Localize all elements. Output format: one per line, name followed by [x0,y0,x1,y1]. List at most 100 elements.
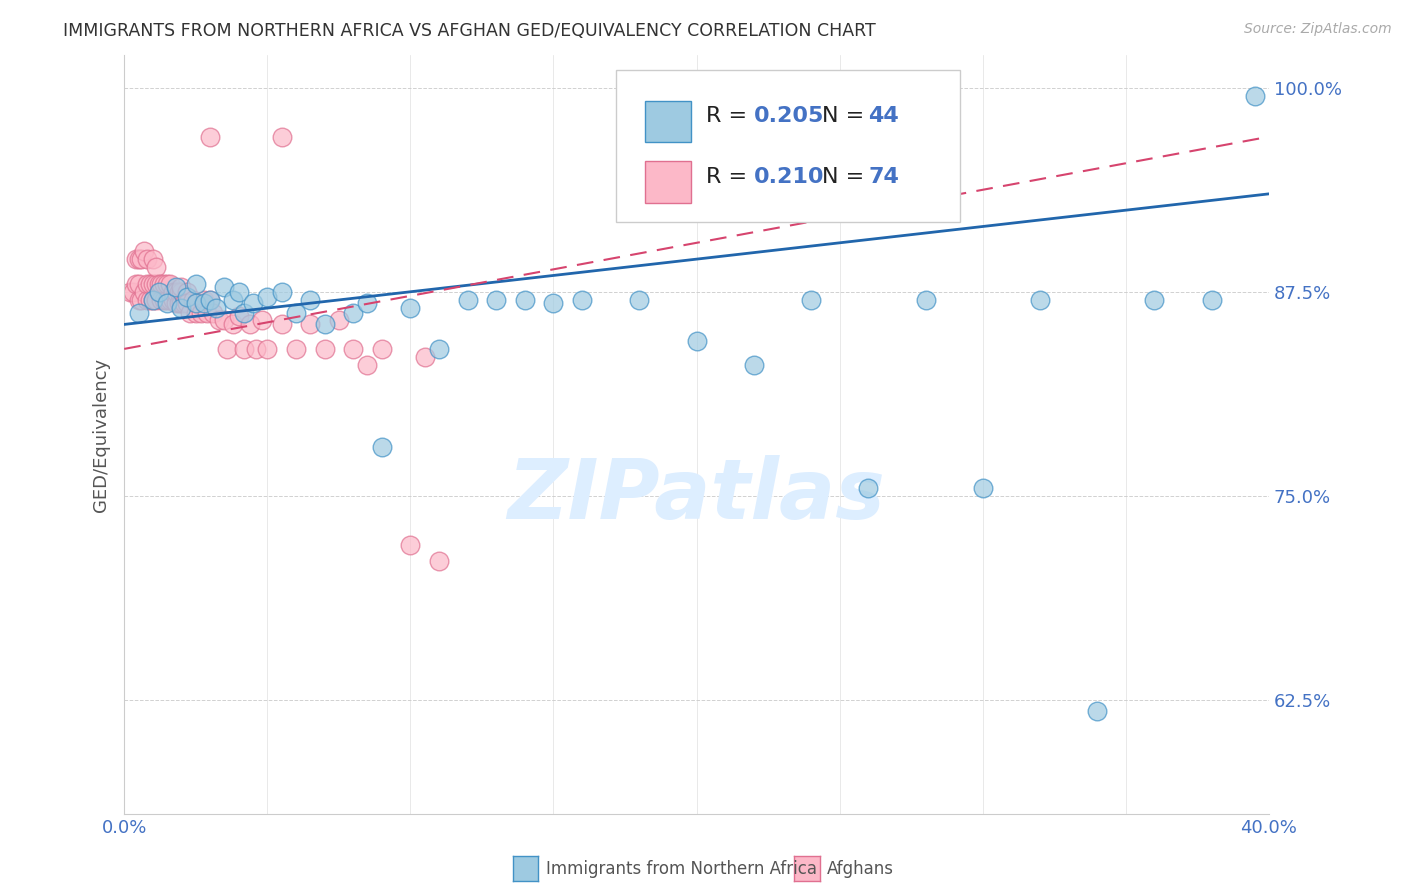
Point [314,318,336,332]
Point [142,293,165,307]
Point [156,277,179,291]
Point [242,296,264,310]
Point [208,312,231,326]
Point [139,277,162,291]
Point [233,342,256,356]
Point [204,301,226,315]
Text: N =: N = [823,167,872,186]
Text: 74: 74 [869,167,900,186]
Point [128,293,150,307]
Point [1029,293,1052,307]
Point [1243,89,1265,103]
Point [201,306,224,320]
Point [136,293,159,307]
Text: 0.210: 0.210 [754,167,824,186]
Point [217,342,239,356]
Point [571,293,593,307]
Text: R =: R = [706,167,754,186]
Point [270,318,292,332]
Point [245,342,267,356]
Point [148,277,170,291]
FancyBboxPatch shape [645,161,690,203]
Point [167,285,190,299]
Point [165,285,187,299]
Point [356,296,378,310]
Point [371,342,394,356]
Point [256,290,278,304]
Point [284,306,307,320]
Point [142,252,165,267]
Point [228,310,250,324]
Point [118,285,141,299]
Point [128,252,150,267]
Point [214,280,236,294]
Point [371,440,394,454]
Text: 0.205: 0.205 [754,106,824,126]
Point [170,285,193,299]
Text: Immigrants from Northern Africa: Immigrants from Northern Africa [546,860,817,878]
Point [233,306,256,320]
Point [270,129,292,144]
Point [136,277,159,291]
Point [250,312,273,326]
Point [858,481,880,495]
Point [121,285,143,299]
Point [167,296,190,310]
Point [1143,293,1166,307]
Point [148,285,170,299]
Point [284,342,307,356]
Point [134,244,156,258]
Point [170,296,193,310]
Point [190,306,212,320]
Point [198,293,221,307]
Point [153,293,176,307]
Point [239,318,262,332]
Text: ZIPatlas: ZIPatlas [508,455,886,536]
Point [139,293,162,307]
Point [176,296,198,310]
Point [145,260,167,275]
Point [184,306,207,320]
Point [145,277,167,291]
Point [162,285,184,299]
Point [184,296,207,310]
Point [128,277,150,291]
Point [131,293,153,307]
Point [972,481,994,495]
Point [142,293,165,307]
Point [162,293,184,307]
Point [134,285,156,299]
Point [413,350,436,364]
Point [193,296,215,310]
Point [399,538,422,552]
Text: Afghans: Afghans [827,860,894,878]
Point [124,277,146,291]
Point [342,342,364,356]
Point [170,280,193,294]
Point [159,293,181,307]
Point [128,306,150,320]
Point [184,296,207,310]
Point [150,277,173,291]
Point [222,293,245,307]
Text: IMMIGRANTS FROM NORTHERN AFRICA VS AFGHAN GED/EQUIVALENCY CORRELATION CHART: IMMIGRANTS FROM NORTHERN AFRICA VS AFGHA… [63,22,876,40]
Point [156,293,179,307]
Point [485,293,508,307]
Point [314,342,336,356]
Text: R =: R = [706,106,754,126]
Point [195,306,218,320]
Point [124,252,146,267]
Point [1201,293,1223,307]
Point [156,296,179,310]
Point [299,318,322,332]
Point [136,252,159,267]
Point [800,293,823,307]
Point [356,358,378,372]
Point [179,306,201,320]
Point [150,293,173,307]
Point [1085,704,1108,718]
Point [131,252,153,267]
Point [176,285,198,299]
Point [153,277,176,291]
Point [176,290,198,304]
